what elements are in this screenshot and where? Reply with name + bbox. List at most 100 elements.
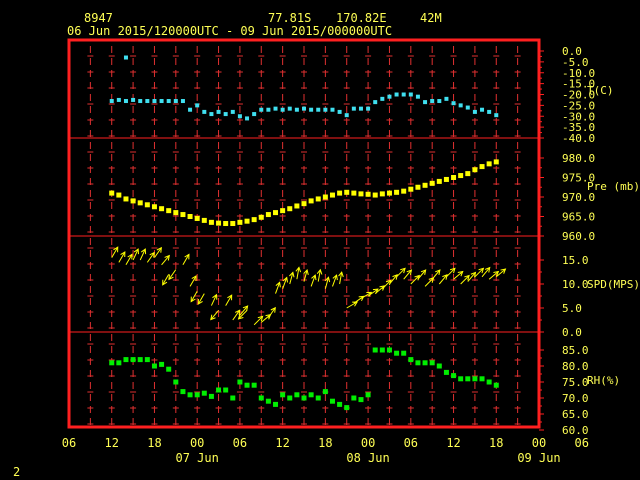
- temperature-point: [408, 92, 413, 97]
- wind-arrow-shaft: [253, 315, 263, 326]
- wind-arrow-head: [242, 305, 249, 312]
- pressure-point: [166, 208, 172, 214]
- wind-arrow: [210, 293, 218, 306]
- pressure-point: [386, 190, 392, 196]
- pressure-point: [315, 196, 321, 202]
- temperature-point: [259, 107, 264, 112]
- wind-arrow-head: [303, 269, 309, 275]
- pressure-point: [472, 167, 478, 173]
- temperature-point: [180, 99, 185, 104]
- panel-ylabel: RH(%): [587, 374, 620, 387]
- y-tick-label: -10.0: [562, 67, 595, 80]
- wind-arrow: [118, 251, 126, 263]
- pressure-point: [173, 210, 179, 216]
- x-day-label: 08 Jun: [346, 451, 389, 465]
- wind-arrow-head: [500, 268, 507, 274]
- pressure-point: [379, 191, 385, 197]
- pressure-point: [273, 210, 279, 216]
- wind-arrow-shaft: [346, 301, 358, 309]
- wind-arrow-head: [400, 267, 406, 274]
- wind-arrow: [139, 248, 147, 261]
- y-tick-label: 0.0: [562, 45, 582, 58]
- pressure-point: [351, 190, 357, 196]
- temperature-point: [415, 94, 420, 99]
- wind-arrow-shaft: [446, 267, 456, 278]
- y-tick-label: -35.0: [562, 121, 595, 134]
- pressure-point: [344, 189, 350, 195]
- temperature-point: [273, 106, 278, 111]
- humidity-point: [493, 382, 499, 388]
- x-tick-label: 06: [575, 436, 589, 450]
- wind-arrow: [403, 269, 413, 280]
- wind-arrow-shaft: [424, 277, 434, 287]
- wind-arrow-shaft: [189, 275, 197, 287]
- humidity-point: [465, 376, 471, 382]
- station-id: 8947: [84, 11, 113, 25]
- humidity-point: [472, 376, 478, 382]
- wind-arrow-head: [379, 285, 386, 291]
- temperature-point: [245, 116, 250, 121]
- humidity-point: [344, 405, 350, 411]
- wind-arrow-head: [442, 274, 448, 280]
- wind-arrow: [275, 281, 281, 294]
- humidity-point: [408, 357, 414, 363]
- humidity-point: [351, 395, 357, 401]
- wind-arrow-shaft: [296, 267, 300, 280]
- wind-arrow: [324, 276, 331, 289]
- y-tick-label: 75.0: [562, 376, 589, 389]
- temperature-point: [202, 109, 207, 114]
- wind-arrow-head: [435, 269, 441, 276]
- humidity-point: [415, 360, 421, 366]
- pressure-point: [422, 182, 428, 188]
- x-tick-label: 06: [62, 436, 76, 450]
- wind-arrow-head: [332, 274, 338, 281]
- humidity-point: [315, 395, 321, 401]
- wind-arrow-shaft: [467, 272, 476, 282]
- temperature-point: [159, 99, 164, 104]
- wind-arrow-shaft: [132, 248, 139, 261]
- wind-arrow: [197, 293, 205, 305]
- pressure-point: [394, 189, 400, 195]
- wind-arrow-head: [227, 294, 233, 301]
- wind-arrow: [225, 294, 233, 306]
- y-tick-label: 85.0: [562, 344, 589, 357]
- humidity-point: [301, 395, 307, 401]
- wind-arrow: [495, 268, 507, 278]
- wind-arrow-head: [289, 271, 295, 278]
- temperature-point: [173, 99, 178, 104]
- wind-arrow: [239, 305, 249, 316]
- pressure-point: [144, 202, 150, 208]
- wind-arrow: [460, 274, 470, 285]
- y-tick-label: -25.0: [562, 99, 595, 112]
- wind-arrow-shaft: [289, 272, 294, 285]
- temperature-point: [351, 106, 356, 111]
- wind-arrow-shaft: [381, 279, 392, 290]
- humidity-point: [201, 390, 207, 396]
- panel-ylabel: SPD(MPS): [587, 278, 640, 291]
- pressure-point: [429, 180, 435, 186]
- pressure-point: [365, 191, 371, 197]
- wind-arrow: [125, 253, 133, 266]
- wind-arrow-head: [316, 268, 323, 275]
- x-tick-label: 00: [532, 436, 546, 450]
- wind-arrow-shaft: [396, 267, 406, 278]
- pressure-point: [308, 198, 314, 204]
- data-layer: [109, 55, 507, 411]
- y-tick-label: 980.0: [562, 152, 595, 165]
- temperature-point: [209, 112, 214, 117]
- x-tick-label: 00: [190, 436, 204, 450]
- humidity-point: [443, 369, 449, 375]
- temperature-point: [337, 109, 342, 114]
- pressure-point: [116, 192, 122, 198]
- temperature-point: [188, 107, 193, 112]
- pressure-point: [322, 194, 328, 200]
- temperature-point: [294, 107, 299, 112]
- temperature-point: [152, 99, 157, 104]
- temperature-point: [423, 100, 428, 105]
- temperature-point: [401, 92, 406, 97]
- humidity-point: [173, 379, 179, 385]
- wind-arrow-shaft: [474, 267, 484, 278]
- humidity-point: [187, 392, 193, 398]
- wind-arrow: [146, 251, 155, 263]
